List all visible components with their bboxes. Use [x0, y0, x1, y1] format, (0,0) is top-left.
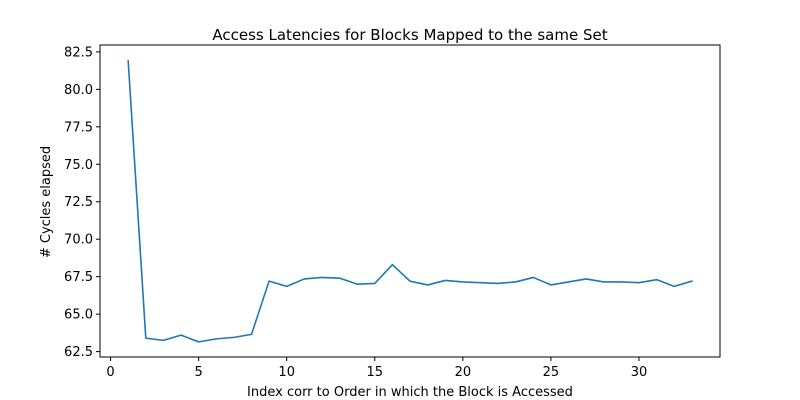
- x-tick-label: 0: [106, 365, 114, 380]
- y-tick-label: 62.5: [64, 345, 93, 360]
- x-axis-ticks: 0 5 10 15 20 25 30: [106, 357, 647, 380]
- y-tick-label: 70.0: [64, 233, 93, 248]
- y-tick-label: 77.5: [64, 120, 93, 135]
- y-tick-label: 65.0: [64, 308, 93, 323]
- y-tick-label: 67.5: [64, 270, 93, 285]
- x-tick-label: 20: [455, 365, 472, 380]
- x-tick-label: 15: [366, 365, 383, 380]
- x-tick-label: 25: [543, 365, 560, 380]
- y-tick-label: 75.0: [64, 158, 93, 173]
- chart-title: Access Latencies for Blocks Mapped to th…: [212, 26, 607, 44]
- y-tick-label: 72.5: [64, 195, 93, 210]
- x-tick-label: 5: [194, 365, 202, 380]
- x-tick-label: 30: [631, 365, 648, 380]
- x-tick-label: 10: [278, 365, 295, 380]
- plot-area: [127, 60, 693, 343]
- y-tick-label: 82.5: [64, 45, 93, 60]
- x-axis-label: Index corr to Order in which the Block i…: [247, 385, 573, 400]
- y-axis-label: # Cycles elapsed: [39, 146, 54, 258]
- y-axis-ticks: 62.5 65.0 67.5 70.0 72.5 75.0 77.5 80.0 82.5: [64, 45, 100, 360]
- y-tick-label: 80.0: [64, 83, 93, 98]
- axes-frame: [99, 44, 721, 358]
- series-line: [127, 60, 693, 343]
